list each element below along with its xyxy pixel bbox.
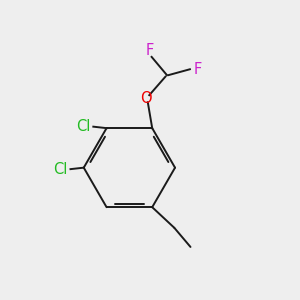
Text: F: F (145, 43, 153, 58)
Text: Cl: Cl (76, 119, 90, 134)
Text: F: F (194, 62, 202, 77)
Text: Cl: Cl (53, 162, 68, 177)
Text: O: O (140, 91, 152, 106)
